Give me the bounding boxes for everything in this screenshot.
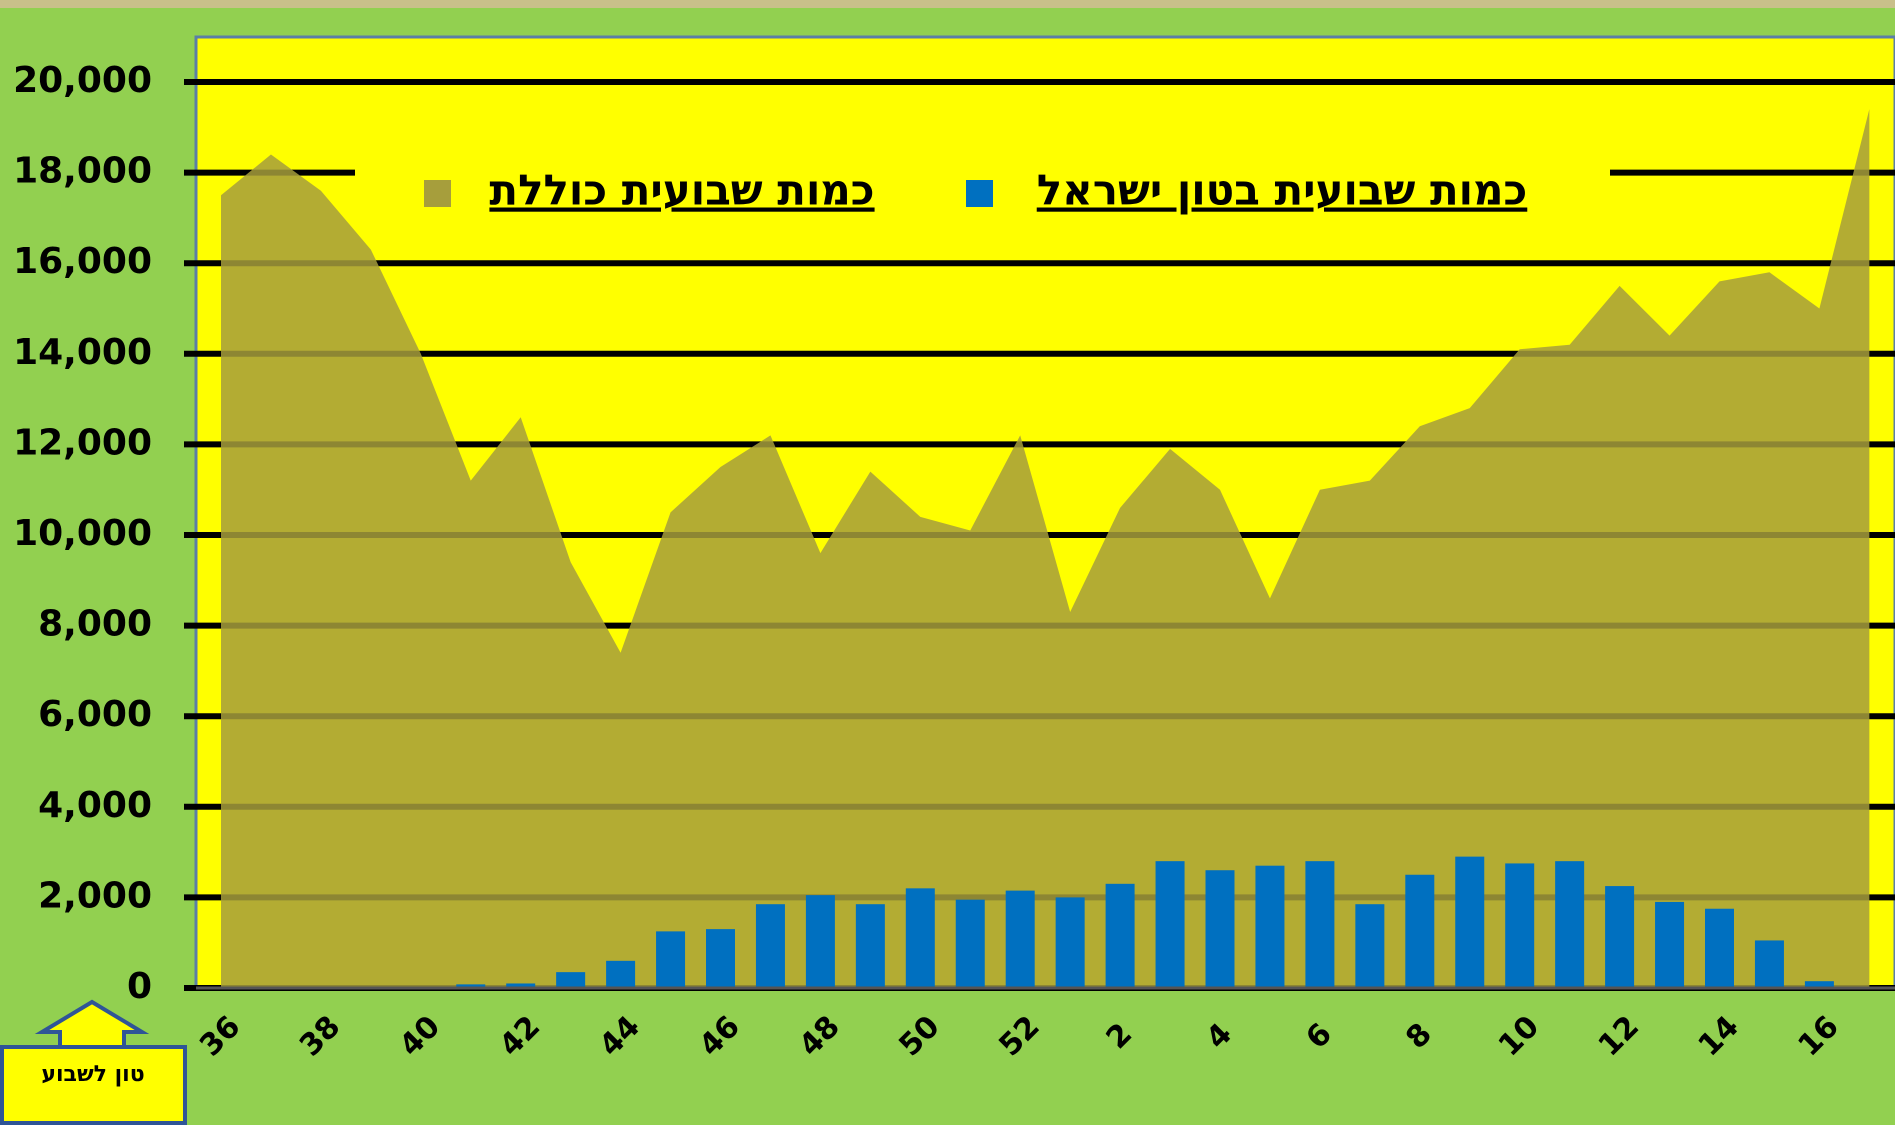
bar bbox=[1655, 901, 1685, 988]
x-tick-label: 44 bbox=[593, 1009, 647, 1063]
x-tick-label: 42 bbox=[493, 1009, 547, 1063]
legend-swatch bbox=[966, 180, 993, 207]
y-unit-note: טון לשבוע bbox=[41, 1062, 144, 1087]
x-tick-label: 12 bbox=[1592, 1009, 1646, 1063]
x-tick-label: 52 bbox=[992, 1009, 1046, 1063]
bar bbox=[1605, 886, 1635, 988]
bar bbox=[1105, 883, 1135, 988]
bar bbox=[1005, 890, 1035, 988]
x-tick-label: 46 bbox=[693, 1009, 747, 1063]
x-tick-label: 14 bbox=[1692, 1009, 1746, 1063]
legend-label: כמות שבועית בטון ישראל bbox=[1037, 166, 1528, 215]
bar bbox=[1355, 904, 1385, 988]
bar bbox=[1555, 861, 1585, 988]
bar bbox=[1305, 861, 1335, 988]
bar bbox=[706, 929, 735, 988]
bar bbox=[1405, 874, 1435, 988]
y-tick-label: 16,000 bbox=[13, 241, 152, 282]
x-tick-label: 48 bbox=[793, 1009, 847, 1063]
area bbox=[221, 109, 1870, 989]
x-tick-label: 38 bbox=[293, 1009, 347, 1063]
x-tick-label: 6 bbox=[1299, 1017, 1339, 1057]
y-tick-label: 4,000 bbox=[38, 785, 152, 826]
bar bbox=[556, 972, 586, 988]
y-tick-label: 0 bbox=[127, 966, 152, 1007]
x-tick-label: 36 bbox=[193, 1009, 247, 1063]
y-tick-label: 2,000 bbox=[38, 875, 152, 916]
callout-arrow bbox=[34, 999, 150, 1047]
x-tick-label: 2 bbox=[1100, 1017, 1140, 1057]
x-tick-label: 8 bbox=[1399, 1017, 1439, 1057]
bar bbox=[1055, 897, 1085, 988]
bar bbox=[506, 983, 536, 988]
bar bbox=[855, 904, 885, 988]
y-tick-label: 10,000 bbox=[13, 513, 152, 554]
bar bbox=[456, 984, 486, 988]
bar bbox=[656, 931, 686, 988]
y-tick-label: 8,000 bbox=[38, 604, 152, 645]
y-tick-label: 6,000 bbox=[38, 694, 152, 735]
bar bbox=[606, 960, 636, 988]
legend-label: כמות שבועית כוללת bbox=[489, 166, 874, 215]
bar bbox=[1754, 940, 1784, 988]
bar bbox=[805, 895, 835, 988]
bar bbox=[955, 899, 985, 988]
bar bbox=[755, 904, 785, 988]
x-tick-label: 4 bbox=[1200, 1017, 1240, 1057]
bar bbox=[1804, 981, 1834, 988]
x-tick-label: 40 bbox=[393, 1009, 447, 1063]
bar bbox=[1455, 856, 1485, 988]
bar bbox=[1505, 863, 1535, 988]
callout-box bbox=[0, 1045, 187, 1125]
legend-swatch bbox=[424, 180, 451, 207]
y-tick-label: 14,000 bbox=[13, 332, 152, 373]
y-tick-label: 18,000 bbox=[13, 151, 152, 192]
bar bbox=[905, 888, 935, 988]
x-tick-label: 50 bbox=[892, 1009, 946, 1063]
x-tick-label: 16 bbox=[1792, 1009, 1846, 1063]
top-strip bbox=[0, 0, 1895, 8]
bar bbox=[1255, 865, 1285, 988]
bar bbox=[1155, 861, 1185, 988]
y-tick-label: 20,000 bbox=[13, 60, 152, 101]
y-tick-label: 12,000 bbox=[13, 422, 152, 463]
bar bbox=[1705, 908, 1734, 988]
x-tick-label: 10 bbox=[1492, 1009, 1546, 1063]
bar bbox=[1205, 870, 1235, 988]
